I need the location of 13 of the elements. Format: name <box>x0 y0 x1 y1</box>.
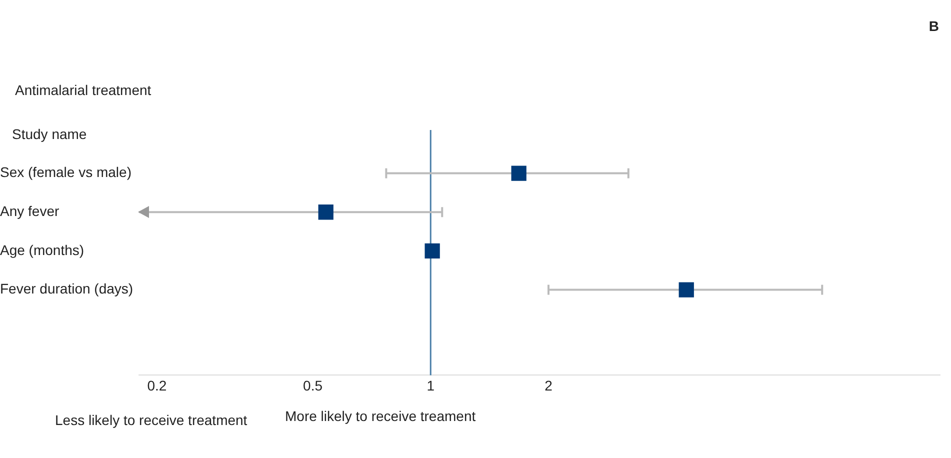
x-tick-label: 0.2 <box>147 377 167 394</box>
y-tick-label: Fever duration (days) <box>0 280 134 297</box>
x-tick-label: 0.5 <box>303 377 323 394</box>
chart-title: Antimalarial treatment <box>15 82 152 98</box>
x-tick-label: 2 <box>544 377 553 394</box>
y-tick-label: Age (months) <box>0 242 84 258</box>
text: B <box>928 18 939 34</box>
text: More likely to receive treament <box>285 408 476 424</box>
x-tick-label: 1 <box>426 377 435 394</box>
y-tick-label: Sex (female vs male) <box>0 164 132 180</box>
text: Study name <box>12 126 87 142</box>
text: Less likely to receive treatment <box>55 412 248 428</box>
y-tick-label: Any fever <box>0 202 60 219</box>
